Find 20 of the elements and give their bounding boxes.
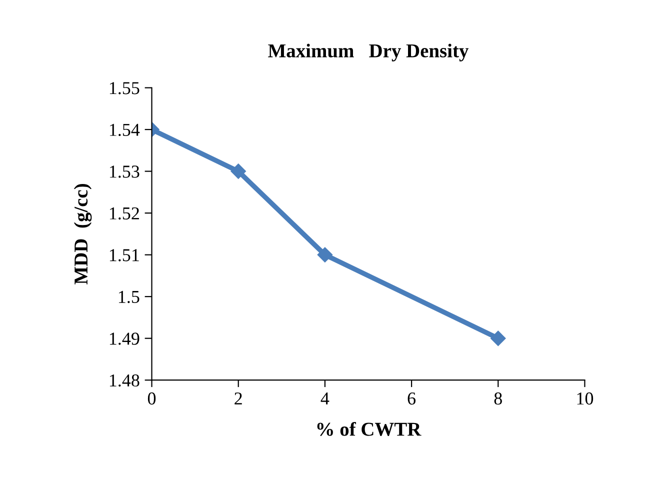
y-tick-label: 1.49	[110, 332, 140, 345]
x-axis-title: % of CWTR	[317, 422, 422, 436]
point	[230, 164, 246, 179]
y-axis-title: MDD (g/cc)	[74, 184, 92, 284]
x-tick-label: 4	[320, 392, 330, 404]
y-tick-label: 1.53	[110, 166, 140, 178]
y-tick-label: 1.55	[110, 82, 140, 94]
x-tick-label: 6	[408, 392, 416, 405]
y-tick-label: 1.5	[118, 290, 140, 304]
point	[317, 247, 333, 262]
x-tick-label: 10	[577, 392, 594, 405]
y-tick-label: 1.51	[110, 249, 139, 262]
y-tick-label: 1.52	[110, 207, 139, 220]
y-tick-label: 1.54	[110, 124, 140, 136]
point	[490, 330, 506, 346]
y-tick-label: 1.48	[110, 374, 140, 387]
x-tick-label: 2	[234, 392, 242, 404]
chart-title: Maximum Dry Density	[268, 44, 469, 62]
x-tick-label: 8	[494, 392, 502, 405]
x-tick-label: 0	[148, 392, 156, 405]
